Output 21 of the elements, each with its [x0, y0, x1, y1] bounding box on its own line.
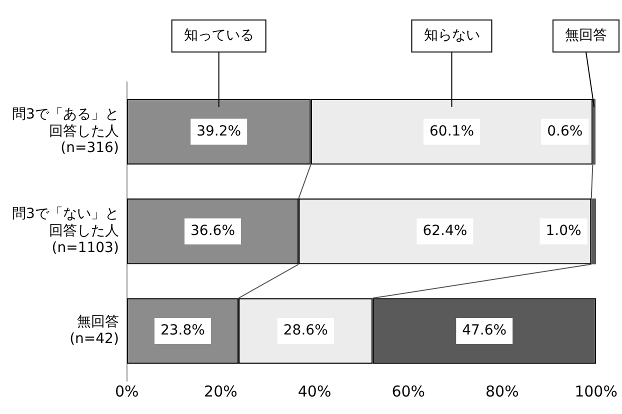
data-label: 60.1%: [430, 123, 474, 140]
data-label: 62.4%: [422, 223, 468, 240]
text: 知っている: [184, 28, 254, 44]
text: 知らない: [424, 28, 480, 44]
x-tick-label: 20%: [204, 382, 238, 401]
data-label: 39.2%: [196, 123, 242, 140]
data-label: 28.6%: [283, 322, 328, 339]
y-tick-label: 問3で「ない」と回答した人 (n=1103): [12, 206, 119, 256]
x-tick-label: 60%: [392, 382, 426, 401]
data-label: 1.0%: [546, 223, 582, 240]
x-tick-label: 0%: [115, 382, 139, 401]
y-tick-label: 無回答 (n=42): [70, 314, 119, 348]
x-tick-label: 80%: [486, 382, 519, 401]
x-tick-label: 100%: [574, 382, 618, 401]
data-label: 0.6%: [547, 123, 583, 140]
data-label: 47.6%: [462, 322, 507, 339]
x-tick-label: 40%: [298, 382, 332, 401]
text: 無回答: [565, 28, 607, 44]
data-label: 23.8%: [160, 322, 205, 339]
data-label: 36.6%: [190, 223, 235, 240]
y-tick-label: 問3で「ある」と回答した人 (n=316): [12, 106, 119, 156]
